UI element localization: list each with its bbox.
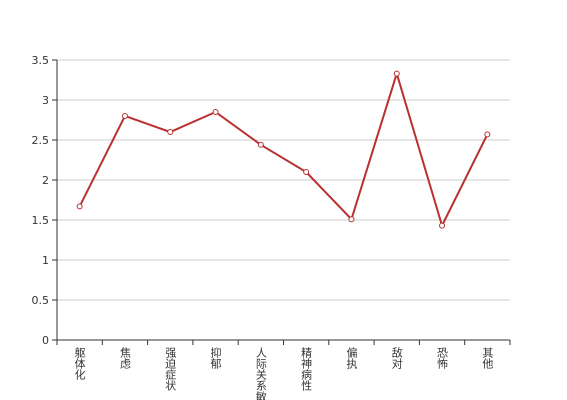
y-tick-label: 3.5: [32, 54, 50, 67]
data-point: [439, 222, 446, 229]
data-point: [212, 109, 219, 115]
y-tick-label: 0.5: [32, 294, 50, 307]
x-tick-label: 敌对: [390, 346, 403, 369]
y-tick-label: 0: [42, 334, 49, 347]
data-point: [393, 70, 400, 77]
data-point: [303, 169, 310, 175]
data-point: [76, 203, 83, 210]
x-tick-label: 偏执: [345, 346, 358, 370]
x-tick-label: 焦虑: [118, 347, 131, 369]
series-line: [78, 70, 489, 229]
x-tick-label: 其他: [481, 347, 494, 369]
y-tick-label: 2.5: [32, 134, 50, 147]
x-tick-label: 人际关系敏感: [254, 347, 267, 400]
x-tick-label: 躯体化: [73, 347, 86, 381]
x-tick-label: 精神病性: [300, 347, 313, 392]
x-tick-label: 强迫症状: [164, 347, 177, 391]
data-point: [257, 141, 264, 148]
y-tick-label: 1.5: [32, 214, 50, 227]
data-point: [348, 216, 355, 223]
y-tick-label: 1: [42, 254, 49, 267]
x-tick-label: 恐怖: [436, 347, 449, 369]
y-tick-label: 3: [42, 94, 49, 107]
y-tick-label: 2: [42, 174, 49, 187]
x-tick-label: 抑郁: [209, 346, 222, 369]
data-point: [121, 113, 128, 119]
data-point: [484, 131, 491, 138]
data-point: [167, 129, 174, 135]
